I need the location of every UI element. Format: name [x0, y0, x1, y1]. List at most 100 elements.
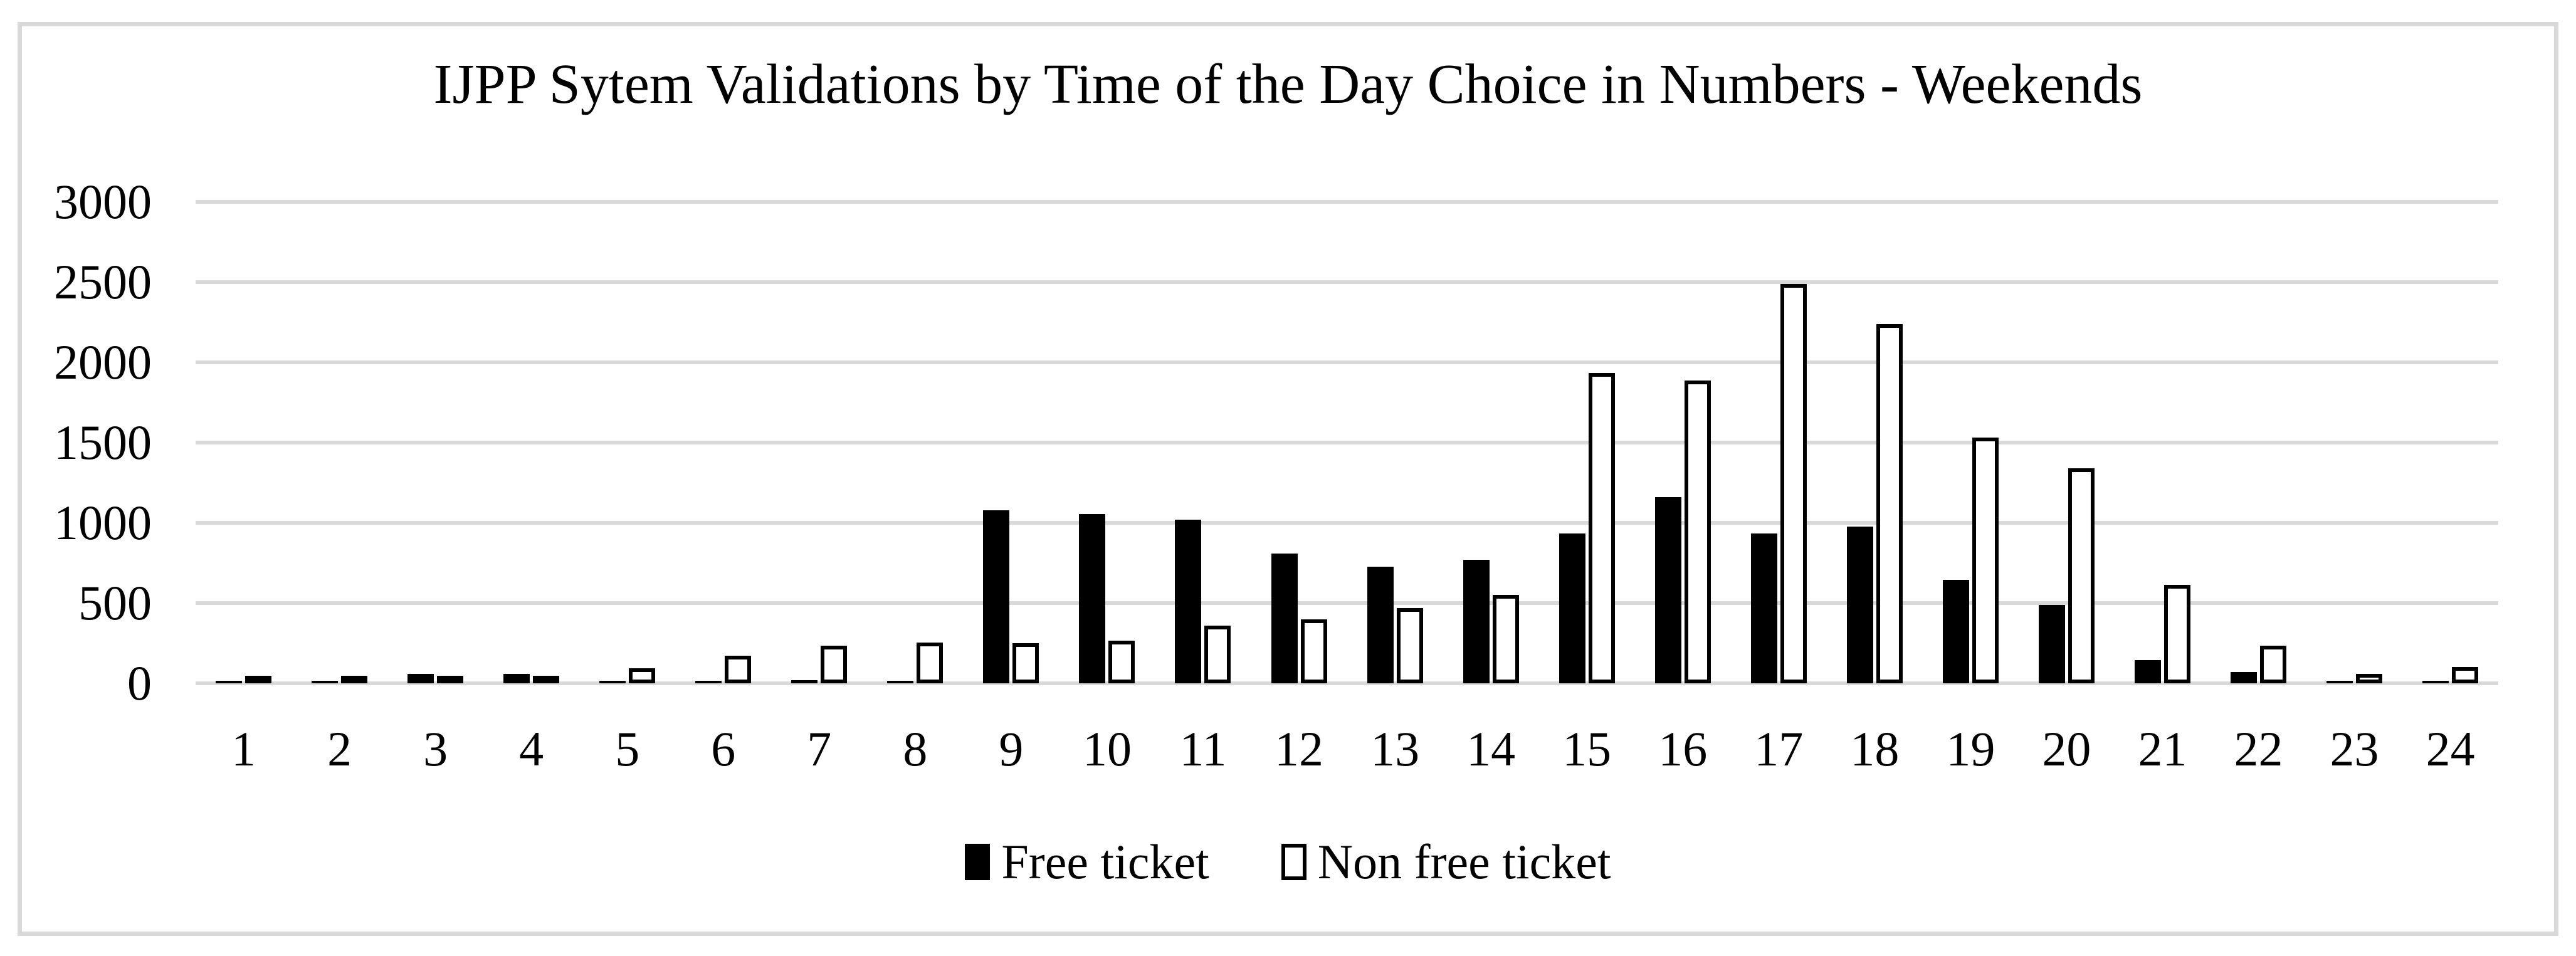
- y-tick-label-500: 500: [78, 575, 152, 630]
- non-free-ticket-swatch-icon: [1281, 844, 1306, 880]
- x-tick-label-2: 2: [327, 722, 352, 776]
- bar-group-16: [1635, 202, 1731, 683]
- bar-group-20: [2019, 202, 2115, 683]
- gridline-1500: [196, 441, 2498, 444]
- non-free-ticket-bar-16: [1684, 381, 1711, 683]
- x-tick-label-24: 24: [2426, 722, 2475, 776]
- x-tick-label-7: 7: [807, 722, 832, 776]
- non-free-ticket-bar-21: [2163, 585, 2190, 683]
- legend-label-non-free-ticket: Non free ticket: [1317, 834, 1611, 889]
- free-ticket-swatch-icon: [965, 844, 991, 880]
- x-tick-label-21: 21: [2138, 722, 2187, 776]
- free-ticket-bar-17: [1750, 533, 1777, 683]
- free-ticket-bar-7: [791, 680, 818, 683]
- bar-group-17: [1731, 202, 1827, 683]
- free-ticket-bar-16: [1654, 497, 1681, 683]
- free-ticket-bar-21: [2134, 660, 2161, 683]
- bar-group-12: [1251, 202, 1347, 683]
- non-free-ticket-bar-11: [1204, 626, 1231, 683]
- y-tick-label-2000: 2000: [54, 335, 152, 389]
- x-tick-label-18: 18: [1850, 722, 1900, 776]
- bar-group-19: [1923, 202, 2019, 683]
- free-ticket-bar-8: [887, 681, 914, 683]
- x-tick-label-3: 3: [423, 722, 448, 776]
- bar-group-18: [1827, 202, 1923, 683]
- non-free-ticket-bar-7: [821, 646, 848, 683]
- bar-group-1: [196, 202, 292, 683]
- bar-group-23: [2306, 202, 2402, 683]
- gridline-1000: [196, 521, 2498, 525]
- x-tick-label-23: 23: [2330, 722, 2379, 776]
- non-free-ticket-bar-4: [533, 676, 560, 683]
- x-tick-label-11: 11: [1179, 722, 1227, 776]
- free-ticket-bar-22: [2231, 672, 2257, 683]
- y-tick-label-1000: 1000: [54, 495, 152, 550]
- free-ticket-bar-18: [1846, 527, 1873, 683]
- x-tick-label-10: 10: [1082, 722, 1132, 776]
- x-tick-label-16: 16: [1658, 722, 1708, 776]
- non-free-ticket-bar-20: [2068, 468, 2095, 683]
- gridlines: [196, 200, 2498, 685]
- non-free-ticket-bar-23: [2356, 674, 2383, 683]
- bar-group-9: [963, 202, 1059, 683]
- chart-frame: [18, 22, 2558, 936]
- bar-group-13: [1347, 202, 1443, 683]
- x-tick-label-19: 19: [1946, 722, 1995, 776]
- non-free-ticket-bar-24: [2452, 667, 2479, 683]
- gridline-500: [196, 601, 2498, 605]
- legend-item-free-ticket: Free ticket: [965, 834, 1209, 890]
- y-tick-label-0: 0: [127, 656, 152, 710]
- non-free-ticket-bar-15: [1588, 373, 1615, 683]
- legend-label-free-ticket: Free ticket: [1001, 834, 1209, 889]
- bar-group-6: [675, 202, 771, 683]
- y-tick-label-2500: 2500: [54, 255, 152, 309]
- chart-title: IJPP Sytem Validations by Time of the Da…: [433, 53, 2143, 115]
- free-ticket-bar-1: [216, 681, 243, 683]
- free-ticket-bar-5: [599, 681, 626, 683]
- non-free-ticket-bar-8: [917, 643, 944, 683]
- bar-group-22: [2211, 202, 2306, 683]
- free-ticket-bar-9: [983, 510, 1010, 683]
- free-ticket-bar-24: [2422, 681, 2449, 683]
- gridline-2500: [196, 280, 2498, 284]
- bar-group-4: [483, 202, 579, 683]
- bar-group-2: [292, 202, 387, 683]
- non-free-ticket-bar-1: [245, 676, 272, 683]
- x-tick-label-20: 20: [2042, 722, 2091, 776]
- plot-area: [196, 200, 2498, 685]
- x-tick-label-8: 8: [903, 722, 928, 776]
- free-ticket-bar-3: [407, 674, 434, 683]
- free-ticket-bar-14: [1463, 560, 1490, 683]
- bar-group-3: [387, 202, 483, 683]
- non-free-ticket-bar-6: [725, 656, 752, 683]
- x-tick-label-22: 22: [2234, 722, 2283, 776]
- x-tick-label-9: 9: [999, 722, 1024, 776]
- bar-group-14: [1443, 202, 1539, 683]
- free-ticket-bar-15: [1559, 533, 1585, 683]
- bar-group-10: [1059, 202, 1155, 683]
- non-free-ticket-bar-13: [1396, 608, 1423, 683]
- bar-group-5: [579, 202, 675, 683]
- bar-group-21: [2115, 202, 2211, 683]
- x-tick-label-17: 17: [1754, 722, 1804, 776]
- bar-group-8: [867, 202, 963, 683]
- free-ticket-bar-4: [503, 674, 530, 683]
- free-ticket-bar-13: [1367, 567, 1394, 683]
- legend: Free ticket Non free ticket: [0, 834, 2576, 890]
- bar-group-15: [1539, 202, 1635, 683]
- x-axis-labels: 1 2 3 4 5 6 7 8 9 10 11 12 13 14 15 16 17 18 19 20 21 22 23 24: [196, 720, 2498, 779]
- free-ticket-bar-11: [1175, 520, 1202, 683]
- x-tick-label-13: 13: [1370, 722, 1420, 776]
- bar-group-24: [2402, 202, 2498, 683]
- free-ticket-bar-12: [1271, 554, 1298, 683]
- free-ticket-bar-2: [312, 681, 339, 683]
- non-free-ticket-bar-12: [1300, 619, 1327, 683]
- x-tick-label-1: 1: [231, 722, 256, 776]
- non-free-ticket-bar-14: [1492, 595, 1519, 683]
- non-free-ticket-bar-5: [629, 668, 656, 683]
- x-tick-label-5: 5: [615, 722, 640, 776]
- gridline-2000: [196, 360, 2498, 364]
- x-tick-label-12: 12: [1275, 722, 1324, 776]
- legend-item-non-free-ticket: Non free ticket: [1281, 834, 1611, 890]
- y-tick-label-1500: 1500: [54, 415, 152, 470]
